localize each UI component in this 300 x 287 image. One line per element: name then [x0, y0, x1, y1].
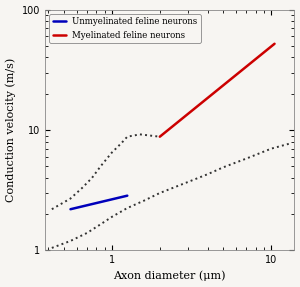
- Unmyelinated feline neurons: [121, 195, 124, 199]
- Myelinated feline neurons: [180, 117, 184, 121]
- Unmyelinated feline neurons: [112, 197, 115, 201]
- Unmyelinated feline neurons: [93, 202, 97, 205]
- Unmyelinated feline neurons: [69, 208, 72, 211]
- Unmyelinated feline neurons: [70, 207, 74, 211]
- Myelinated feline neurons: [273, 42, 276, 45]
- Unmyelinated feline neurons: [98, 201, 101, 204]
- Line: Unmyelinated feline neurons: Unmyelinated feline neurons: [70, 196, 127, 209]
- Unmyelinated feline neurons: [81, 204, 85, 208]
- Unmyelinated feline neurons: [109, 198, 113, 201]
- Unmyelinated feline neurons: [100, 200, 103, 203]
- Unmyelinated feline neurons: [77, 205, 80, 209]
- Unmyelinated feline neurons: [105, 199, 108, 202]
- Myelinated feline neurons: [185, 113, 188, 117]
- Unmyelinated feline neurons: [124, 194, 128, 198]
- Unmyelinated feline neurons: [102, 199, 106, 203]
- Line: Myelinated feline neurons: Myelinated feline neurons: [160, 44, 274, 137]
- Unmyelinated feline neurons: [123, 195, 127, 198]
- Unmyelinated feline neurons: [91, 202, 94, 206]
- Legend: Unmyelinated feline neurons, Myelinated feline neurons: Unmyelinated feline neurons, Myelinated …: [49, 14, 201, 43]
- Unmyelinated feline neurons: [80, 205, 84, 208]
- Unmyelinated feline neurons: [87, 203, 91, 207]
- Myelinated feline neurons: [226, 79, 230, 83]
- Unmyelinated feline neurons: [71, 207, 75, 210]
- Unmyelinated feline neurons: [122, 195, 126, 198]
- Unmyelinated feline neurons: [117, 196, 121, 199]
- Myelinated feline neurons: [217, 87, 221, 90]
- Unmyelinated feline neurons: [97, 201, 100, 204]
- Unmyelinated feline neurons: [103, 199, 107, 203]
- Myelinated feline neurons: [158, 135, 162, 138]
- Unmyelinated feline neurons: [101, 200, 105, 203]
- Unmyelinated feline neurons: [92, 202, 95, 205]
- Y-axis label: Conduction velocity (m/s): Conduction velocity (m/s): [6, 58, 16, 202]
- Unmyelinated feline neurons: [116, 196, 120, 200]
- Unmyelinated feline neurons: [79, 205, 83, 208]
- Myelinated feline neurons: [263, 50, 267, 53]
- Unmyelinated feline neurons: [85, 204, 88, 207]
- Unmyelinated feline neurons: [106, 199, 110, 202]
- Unmyelinated feline neurons: [82, 204, 86, 208]
- Unmyelinated feline neurons: [74, 206, 78, 210]
- Unmyelinated feline neurons: [99, 200, 102, 204]
- Unmyelinated feline neurons: [84, 204, 87, 207]
- Myelinated feline neurons: [267, 47, 271, 50]
- Unmyelinated feline neurons: [118, 196, 122, 199]
- Unmyelinated feline neurons: [86, 203, 90, 207]
- Unmyelinated feline neurons: [110, 197, 114, 201]
- Unmyelinated feline neurons: [76, 206, 79, 209]
- Unmyelinated feline neurons: [120, 195, 123, 199]
- Unmyelinated feline neurons: [125, 194, 129, 197]
- Unmyelinated feline neurons: [88, 203, 92, 206]
- Unmyelinated feline neurons: [108, 198, 112, 201]
- X-axis label: Axon diameter (μm): Axon diameter (μm): [113, 271, 226, 282]
- Unmyelinated feline neurons: [95, 201, 99, 205]
- Unmyelinated feline neurons: [114, 197, 118, 200]
- Unmyelinated feline neurons: [115, 196, 119, 200]
- Unmyelinated feline neurons: [78, 205, 82, 209]
- Unmyelinated feline neurons: [94, 201, 98, 205]
- Unmyelinated feline neurons: [90, 203, 93, 206]
- Unmyelinated feline neurons: [113, 197, 116, 200]
- Unmyelinated feline neurons: [73, 206, 77, 210]
- Unmyelinated feline neurons: [107, 198, 110, 202]
- Unmyelinated feline neurons: [72, 207, 76, 210]
